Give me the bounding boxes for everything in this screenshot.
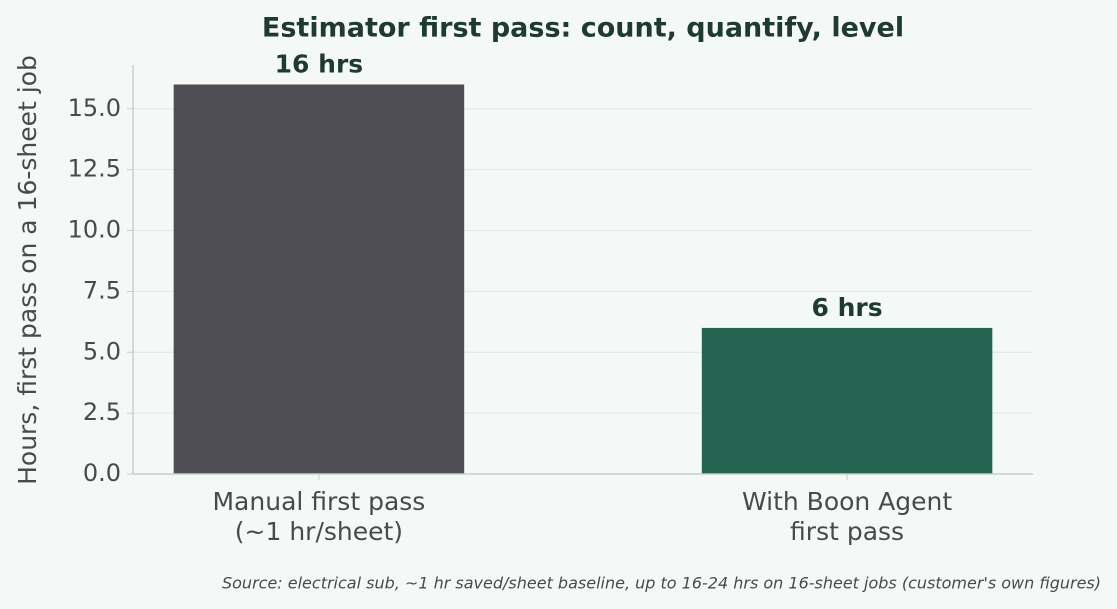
value-label: 6 hrs	[812, 293, 883, 322]
y-tick-label: 10.0	[68, 216, 121, 244]
y-tick-label: 0.0	[83, 459, 121, 487]
x-tick-label: With Boon Agent first pass	[742, 487, 952, 546]
bar	[701, 327, 993, 474]
value-label: 16 hrs	[275, 49, 364, 78]
y-tick-label: 15.0	[68, 94, 121, 122]
source-note: Source: electrical sub, ~1 hr saved/shee…	[222, 574, 1101, 593]
y-tick-label: 2.5	[83, 398, 121, 426]
x-tick-label: Manual first pass (~1 hr/sheet)	[212, 487, 425, 546]
y-axis-label: Hours, first pass on a 16-sheet job	[13, 55, 42, 485]
y-tick-label: 12.5	[68, 155, 121, 183]
bar	[173, 84, 465, 474]
chart-title: Estimator first pass: count, quantify, l…	[262, 13, 904, 44]
y-tick-label: 7.5	[83, 276, 121, 304]
y-tick-label: 5.0	[83, 337, 121, 365]
